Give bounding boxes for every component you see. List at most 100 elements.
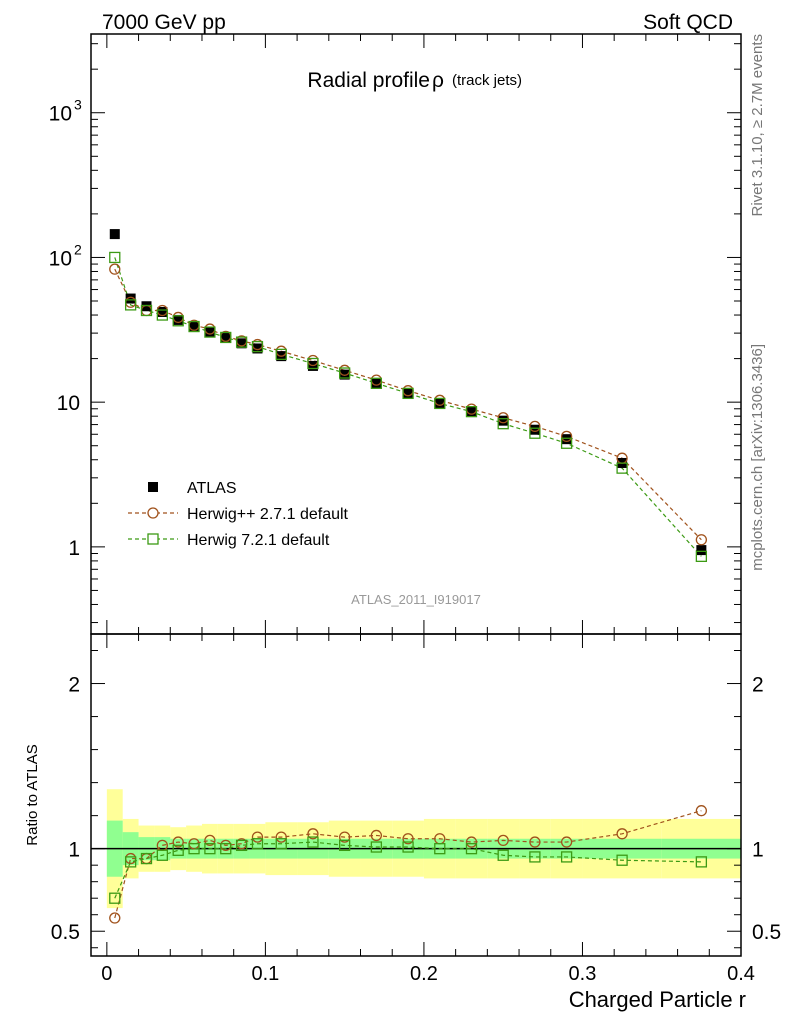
herwig7-point (307, 357, 319, 370)
atlas-point (173, 314, 184, 325)
herwig7-ratio-point (172, 844, 184, 856)
ratio-series (109, 805, 708, 924)
atlas-point (434, 398, 445, 409)
herwigpp-ratio-point (307, 828, 319, 840)
herwig7-ratio-point (402, 841, 414, 853)
ratio-y-tick-label-right: 1 (752, 839, 764, 862)
herwigpp-point (560, 430, 573, 443)
atlas-point (109, 229, 120, 240)
herwig7-ratio-point (616, 854, 628, 866)
herwigpp-ratio-point (109, 912, 121, 924)
herwig7-point (109, 251, 121, 264)
herwig7-ratio-point (204, 843, 216, 855)
herwig7-point (695, 550, 708, 563)
herwig7-point (188, 320, 200, 333)
main-title-suffix: (track jets) (452, 72, 522, 89)
herwig7-point (370, 377, 383, 389)
herwig7-point (140, 304, 153, 317)
hwpp-ratio-line (114, 810, 702, 919)
hw7-ratio-line (114, 841, 702, 899)
herwigpp-ratio-point (695, 805, 708, 817)
atlas-point (236, 338, 247, 349)
atlas-point (204, 327, 215, 338)
herwig7-ratio-point (235, 839, 248, 852)
ratio-plot-panel: 2 2 1 1 0.5 0.5 0 0.1 0.2 0.3 0.4 Ratio to ATLAS C… (24, 633, 781, 1012)
atlas-point (561, 434, 572, 445)
ratio-y-tick-label: 2 (68, 674, 80, 697)
y-tick-label: 1 (68, 537, 80, 560)
herwigpp-ratio-point (560, 836, 573, 848)
y-tick-label-exponent: 2 (74, 241, 82, 257)
analysis-label: ATLAS_2011_I919017 (351, 592, 481, 607)
hw7-line (114, 257, 702, 557)
herwig7-point (275, 348, 287, 360)
x-tick-label: 0.2 (410, 963, 438, 985)
herwig7-ratio-point (140, 852, 153, 865)
ratio-y-tick-label: 0.5 (51, 921, 80, 944)
atlas-point (189, 321, 200, 332)
atlas-point (498, 415, 509, 426)
herwig7-ratio-point (529, 851, 541, 863)
herwig7-point (204, 326, 216, 338)
ratio-y-tick-label-right: 2 (752, 674, 764, 697)
ratio-frame (90, 633, 742, 957)
herwig7-point (235, 336, 248, 348)
legend-label: Herwig 7.2.1 default (187, 532, 330, 549)
herwig7-ratio-point (275, 838, 287, 850)
herwigpp-ratio-point (251, 831, 264, 843)
herwigpp-ratio-point (616, 828, 628, 840)
herwigpp-ratio-point (339, 831, 351, 843)
herwig7-ratio-point (370, 841, 383, 853)
herwig7-point (434, 397, 446, 410)
herwigpp-ratio-point (204, 834, 216, 847)
main-series (109, 229, 708, 563)
herwig7-point (339, 367, 351, 379)
herwigpp-ratio-point (172, 836, 184, 848)
x-tick-label: 0.3 (569, 963, 597, 985)
legend-label: ATLAS (187, 480, 237, 497)
main-title-symbol: ρ (432, 69, 444, 92)
herwig7-ratio-point (220, 843, 232, 855)
herwig7-ratio-point (156, 849, 168, 861)
y-tick-label-exponent: 3 (74, 97, 82, 113)
herwig7-point (529, 427, 541, 439)
x-axis-label: Charged Particle r (569, 987, 746, 1012)
y-tick-label: 10 (57, 392, 80, 415)
herwig7-point (156, 309, 168, 321)
herwig7-ratio-point (434, 843, 446, 855)
rivet-info: Rivet 3.1.10, ≥ 2.7M events (749, 34, 766, 217)
herwigpp-point (109, 263, 121, 275)
legend: ATLAS Herwig++ 2.7.1 default Herwig 7.2.1 … (128, 480, 349, 549)
energy-label: 7000 GeV pp (102, 11, 226, 34)
herwig7-point (616, 462, 628, 474)
herwig7-point (560, 437, 573, 449)
legend-marker-hwpp (147, 507, 159, 519)
atlas-point (141, 301, 152, 312)
herwig7-point (251, 340, 264, 353)
process-label: Soft QCD (643, 11, 733, 34)
hwpp-line (114, 268, 702, 541)
herwigpp-ratio-point (529, 836, 541, 848)
herwig7-ratio-point (251, 838, 264, 850)
atlas-point (696, 545, 707, 556)
herwig7-point (172, 315, 184, 327)
atlas-point (252, 343, 263, 354)
atlas-point (371, 378, 382, 389)
herwig7-ratio-point (339, 839, 351, 852)
x-tick-label: 0.4 (727, 963, 755, 985)
atlas-point (157, 306, 168, 317)
herwig7-point (497, 418, 509, 430)
herwig7-ratio-point (307, 836, 319, 848)
legend-marker-atlas (148, 482, 158, 492)
y-tick-label: 10 (49, 247, 72, 270)
herwigpp-ratio-point (497, 834, 509, 847)
atlas-point (339, 369, 350, 380)
herwig7-point (402, 387, 414, 400)
herwig7-point (220, 331, 232, 344)
y-tick-label: 10 (49, 103, 72, 126)
herwig7-ratio-point (465, 843, 478, 855)
main-title: Radial profile (307, 69, 430, 92)
